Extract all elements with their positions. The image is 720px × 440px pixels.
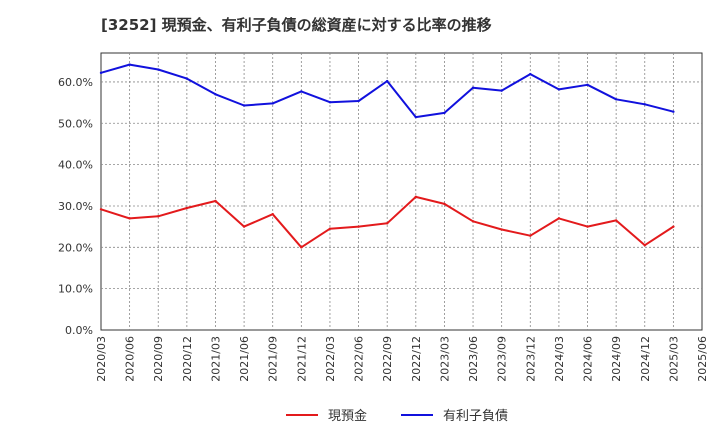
x-tick-label: 2024/12 [639,336,652,382]
data-point [471,220,475,223]
x-tick-label: 2025/03 [667,336,680,382]
data-point [271,102,274,105]
y-axis: 0.0% 10.0% 20.0% 30.0% 40.0% 50.0% 60.0% [58,76,93,337]
y-tick-label: 30.0% [58,200,93,213]
data-point [529,72,532,76]
data-point [185,206,189,210]
data-point [157,215,160,218]
data-point [271,213,274,216]
data-point [672,225,675,228]
data-point [328,100,332,104]
data-point [357,225,360,228]
data-point [157,68,160,71]
x-tick-label: 2021/12 [295,336,308,382]
data-point [414,195,418,199]
data-point [443,202,446,206]
data-point [557,217,561,220]
legend-label: 現預金 [328,408,367,424]
data-point [500,89,503,92]
data-point [586,83,589,87]
data-point [242,104,246,107]
data-point [185,77,189,80]
data-point [500,228,503,231]
data-point [614,98,618,101]
x-tick-label: 2020/03 [95,336,108,382]
x-tick-label: 2020/12 [181,336,194,382]
data-point [300,90,303,93]
x-tick-label: 2021/03 [209,336,222,382]
data-point [643,103,646,106]
x-tick-label: 2020/06 [124,336,137,382]
x-tick-label: 2024/09 [610,336,623,382]
data-point [99,71,103,75]
data-point [99,208,103,211]
data-point [385,222,389,225]
data-point [614,219,618,222]
y-tick-label: 60.0% [58,76,93,89]
data-point [357,99,360,103]
data-point [471,86,475,89]
legend: 現預金 有利子負債 [286,408,508,424]
data-point [385,79,389,83]
data-point [586,225,589,228]
x-tick-label: 2022/12 [410,336,423,382]
data-point [529,234,532,237]
chart-title: [3252] 現預金、有利子負債の総資産に対する比率の推移 [101,16,492,34]
y-tick-label: 40.0% [58,159,93,172]
y-tick-label: 20.0% [58,241,93,254]
data-point [557,88,561,91]
x-tick-label: 2022/09 [381,336,394,382]
x-axis: 2020/03 2020/06 2020/09 2020/12 2021/03 2021/… [95,336,709,382]
x-tick-label: 2021/06 [238,336,251,382]
x-tick-label: 2022/06 [353,336,366,382]
x-tick-label: 2024/06 [582,336,595,382]
series [99,63,675,249]
x-tick-label: 2025/06 [696,336,709,382]
grid-lines [101,53,702,330]
data-point [128,63,131,66]
plot-area-border [100,52,703,331]
y-tick-label: 50.0% [58,117,93,130]
x-tick-label: 2023/03 [438,336,451,382]
y-tick-label: 10.0% [58,283,93,296]
x-tick-label: 2020/09 [152,336,165,382]
y-tick-label: 0.0% [65,324,93,337]
legend-label: 有利子負債 [443,409,508,424]
x-tick-label: 2023/06 [467,336,480,382]
data-point [300,246,303,249]
x-tick-label: 2024/03 [553,336,566,382]
data-point [328,227,332,230]
data-point [128,217,131,220]
data-point [643,244,646,247]
data-point [214,93,217,96]
data-point [242,225,246,228]
data-point [443,111,446,115]
x-tick-label: 2022/03 [324,336,337,382]
data-point [672,110,675,113]
data-point [414,115,418,119]
x-tick-label: 2023/12 [524,336,537,382]
x-tick-label: 2023/09 [496,336,509,382]
data-point [214,199,217,203]
x-tick-label: 2021/09 [267,336,280,382]
